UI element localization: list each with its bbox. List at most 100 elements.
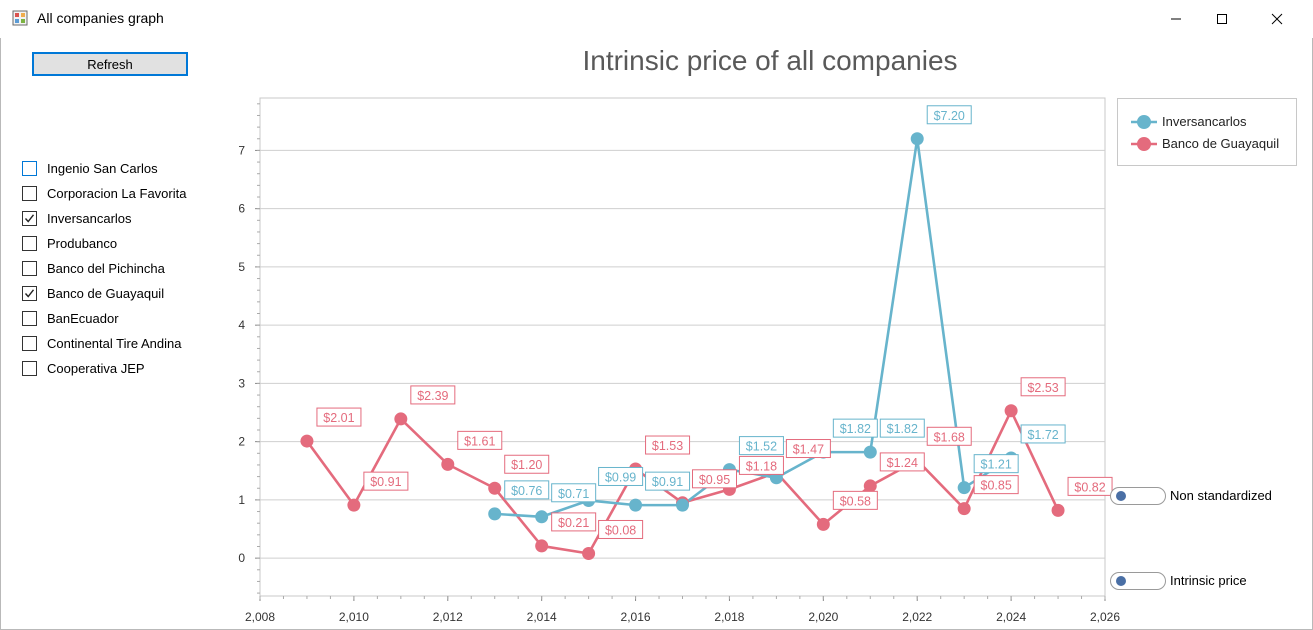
data-label: $0.08	[605, 523, 636, 537]
maximize-button[interactable]	[1199, 0, 1245, 38]
legend-item-inversancarlos: Inversancarlos	[1130, 112, 1295, 132]
company-checkbox-row[interactable]: Corporacion La Favorita	[22, 185, 212, 203]
x-tick-label: 2,020	[808, 610, 838, 624]
data-point	[347, 498, 361, 512]
data-label: $2.01	[323, 411, 354, 425]
data-label-box	[645, 471, 691, 491]
x-tick-label: 2,012	[433, 610, 463, 624]
x-tick-label: 2,014	[527, 610, 557, 624]
data-point	[1051, 503, 1065, 517]
data-point	[582, 546, 596, 560]
data-point	[488, 481, 502, 495]
chart-legend: Inversancarlos Banco de Guayaquil	[1117, 98, 1297, 166]
checkbox-label: Produbanco	[47, 236, 118, 251]
data-point	[441, 457, 455, 471]
data-label-box	[504, 454, 550, 474]
checkbox-label: Banco del Pichincha	[47, 261, 165, 276]
data-label: $0.91	[370, 475, 401, 489]
y-tick-label: 7	[238, 143, 245, 157]
data-label: $0.71	[558, 487, 589, 501]
checkbox-label: BanEcuador	[47, 311, 119, 326]
data-label-box	[1020, 377, 1066, 397]
data-label: $0.99	[605, 470, 636, 484]
checkbox[interactable]	[22, 261, 37, 276]
company-checkbox-row[interactable]: Cooperativa JEP	[22, 360, 212, 378]
data-label-box	[598, 519, 644, 539]
data-label-box	[1020, 424, 1066, 444]
x-tick-label: 2,026	[1090, 610, 1120, 624]
data-label: $0.76	[511, 484, 542, 498]
checkbox[interactable]	[22, 236, 37, 251]
data-label: $1.52	[746, 440, 777, 454]
standardize-toggle[interactable]	[1110, 487, 1166, 505]
price-toggle[interactable]	[1110, 572, 1166, 590]
company-checkbox-row[interactable]: Ingenio San Carlos	[22, 160, 212, 178]
data-label-box	[879, 418, 925, 438]
legend-marker-inversancarlos	[1131, 115, 1157, 129]
checkbox[interactable]	[22, 211, 37, 226]
data-label-box	[1067, 476, 1113, 496]
minimize-button[interactable]	[1153, 0, 1199, 38]
price-toggle-label: Intrinsic price	[1170, 573, 1247, 588]
close-button[interactable]	[1254, 0, 1300, 38]
checkbox[interactable]	[22, 161, 37, 176]
refresh-button[interactable]: Refresh	[32, 52, 188, 76]
company-checkbox-row[interactable]: Produbanco	[22, 235, 212, 253]
data-label: $2.53	[1027, 381, 1058, 395]
company-checkbox-row[interactable]: Banco del Pichincha	[22, 260, 212, 278]
checkbox-label: Cooperativa JEP	[47, 361, 145, 376]
y-tick-label: 3	[238, 376, 245, 390]
data-point	[676, 498, 689, 512]
data-label: $1.20	[511, 458, 542, 472]
toggle-knob	[1116, 576, 1126, 586]
checkbox[interactable]	[22, 311, 37, 326]
checkbox-label: Corporacion La Favorita	[47, 186, 187, 201]
data-label-box	[316, 407, 362, 427]
x-tick-label: 2,016	[621, 610, 651, 624]
data-point	[816, 517, 830, 531]
data-label-box	[457, 430, 503, 450]
checkbox[interactable]	[22, 186, 37, 201]
x-tick-label: 2,022	[902, 610, 932, 624]
data-label-box	[973, 475, 1019, 495]
y-tick-label: 4	[238, 318, 245, 332]
data-label-box	[504, 480, 550, 500]
x-tick-label: 2,008	[245, 610, 275, 624]
data-label-box	[738, 436, 784, 456]
legend-marker-guayaquil	[1131, 137, 1157, 151]
plot-area	[259, 97, 1106, 597]
data-label: $0.95	[699, 473, 730, 487]
data-label: $2.39	[417, 389, 448, 403]
company-checkbox-row[interactable]: Inversancarlos	[22, 210, 212, 228]
checkbox-label: Continental Tire Andina	[47, 336, 182, 351]
checkbox[interactable]	[22, 336, 37, 351]
check-icon	[24, 214, 35, 223]
x-tick-label: 2,010	[339, 610, 369, 624]
minimize-icon	[1171, 18, 1181, 20]
data-point	[300, 434, 314, 448]
data-point	[535, 539, 549, 553]
checkbox[interactable]	[22, 361, 37, 376]
data-label-box	[832, 490, 878, 510]
company-checkbox-row[interactable]: Continental Tire Andina	[22, 335, 212, 353]
toggle-knob	[1116, 491, 1126, 501]
data-label-box	[926, 426, 972, 446]
data-label-box	[692, 469, 737, 489]
company-checkbox-row[interactable]: Banco de Guayaquil	[22, 285, 212, 303]
y-tick-label: 0	[238, 551, 245, 565]
checkbox[interactable]	[22, 286, 37, 301]
close-icon	[1271, 13, 1283, 25]
data-label: $0.91	[652, 475, 683, 489]
data-label-box	[973, 454, 1019, 474]
data-point	[863, 445, 877, 459]
y-tick-label: 5	[238, 260, 245, 274]
window-title: All companies graph	[37, 10, 164, 26]
x-tick-label: 2,024	[996, 610, 1026, 624]
data-label: $0.58	[840, 494, 871, 508]
data-label-box	[551, 483, 597, 503]
company-checkbox-row[interactable]: BanEcuador	[22, 310, 212, 328]
checkbox-label: Banco de Guayaquil	[47, 286, 165, 301]
data-label-box	[785, 439, 831, 459]
data-label-box	[598, 466, 644, 486]
